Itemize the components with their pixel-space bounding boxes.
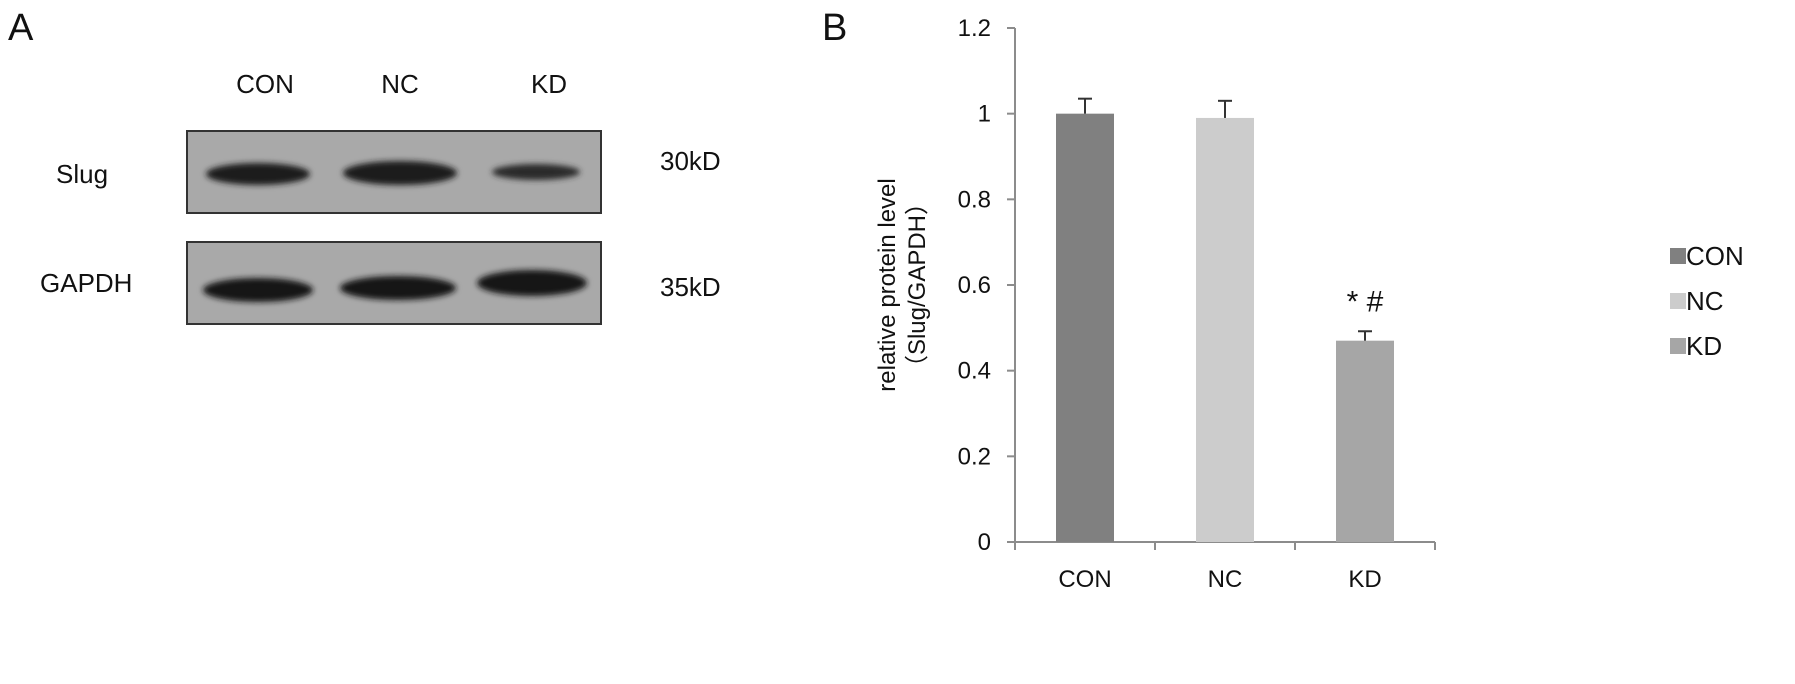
y-axis-label-line1: relative protein level	[874, 178, 901, 391]
y-tick-label: 0.2	[958, 443, 991, 470]
size-label-gapdh: 35kD	[660, 272, 721, 302]
slug-band-kd	[492, 164, 580, 180]
significance-marker: * #	[1347, 285, 1384, 318]
significance-annotations: * #	[1347, 285, 1384, 318]
bar-con	[1056, 113, 1114, 543]
lane-label-con: CON	[236, 69, 294, 99]
y-axis-label-line2: （Slug/GAPDH）	[904, 191, 931, 379]
gapdh-band-con	[203, 278, 313, 302]
y-tick-label: 1	[978, 101, 991, 128]
bar-nc	[1196, 117, 1254, 542]
protein-label-gapdh: GAPDH	[40, 268, 132, 298]
y-axis: 0 0.2 0.4 0.6 0.8 1 1.2	[958, 15, 1016, 556]
gapdh-bands	[203, 270, 587, 302]
panel-b-label: B	[822, 7, 847, 49]
y-tick-label: 0	[978, 529, 991, 556]
y-tick-label: 0.4	[958, 358, 991, 385]
legend-swatch-kd	[1670, 338, 1686, 354]
legend: CON NC KD	[1670, 241, 1744, 361]
y-axis-label: relative protein level （Slug/GAPDH）	[874, 178, 931, 391]
y-tick-label: 1.2	[958, 15, 991, 42]
legend-swatch-con	[1670, 248, 1686, 264]
x-tick-label: KD	[1348, 566, 1381, 593]
bars	[1056, 113, 1394, 543]
bar-kd	[1336, 340, 1394, 542]
gapdh-band-nc	[340, 276, 456, 300]
slug-band-con	[206, 163, 310, 185]
protein-label-slug: Slug	[56, 159, 108, 189]
lane-label-kd: KD	[531, 69, 567, 99]
gapdh-band-kd	[477, 270, 587, 296]
slug-bands	[206, 161, 580, 185]
legend-label-con: CON	[1686, 241, 1744, 271]
legend-label-nc: NC	[1686, 286, 1724, 316]
y-tick-label: 0.8	[958, 186, 991, 213]
x-axis: CON NC KD	[1014, 541, 1436, 593]
y-tick-label: 0.6	[958, 272, 991, 299]
error-bars	[1078, 97, 1372, 341]
legend-label-kd: KD	[1686, 331, 1722, 361]
slug-band-nc	[343, 161, 457, 185]
x-tick-label: CON	[1058, 566, 1111, 593]
legend-swatch-nc	[1670, 293, 1686, 309]
lane-label-nc: NC	[381, 69, 419, 99]
panel-a-label: A	[8, 7, 34, 49]
bar-chart: relative protein level （Slug/GAPDH） 0 0.2…	[874, 15, 1744, 593]
size-label-slug: 30kD	[660, 146, 721, 176]
x-tick-label: NC	[1208, 566, 1243, 593]
